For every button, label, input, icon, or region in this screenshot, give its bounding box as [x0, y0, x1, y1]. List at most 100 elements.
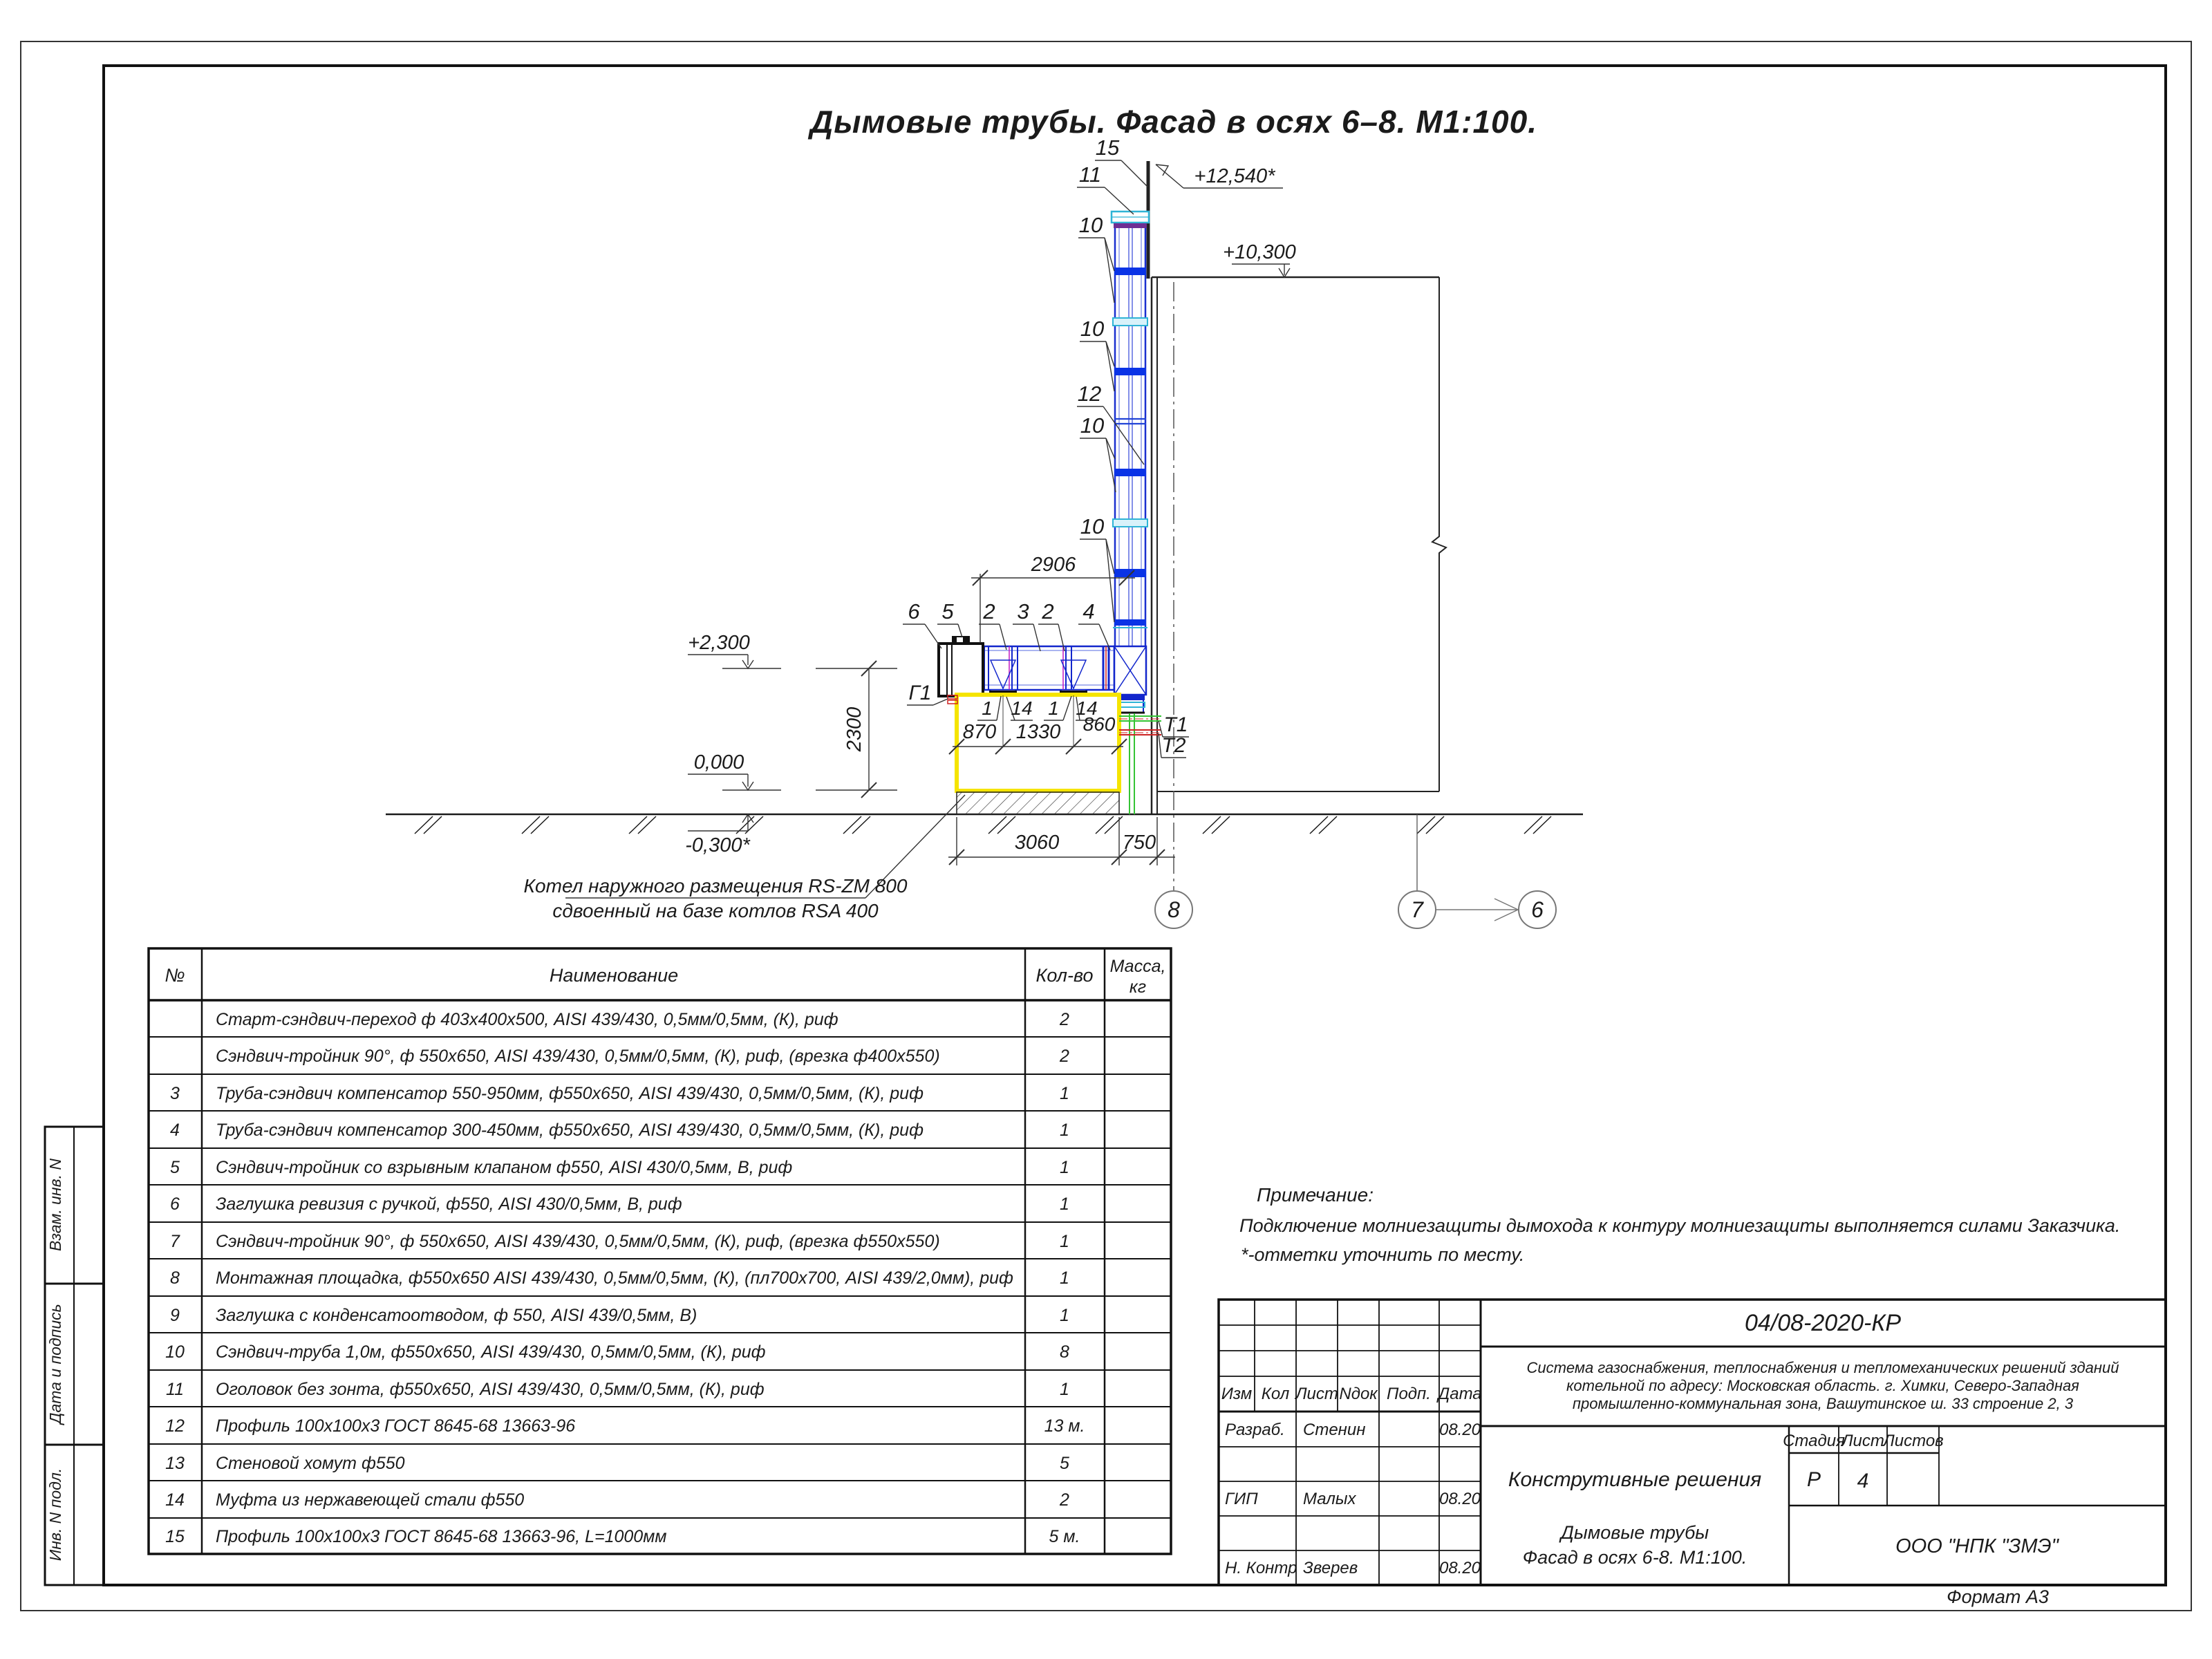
callout-10-1: 10 — [1079, 213, 1103, 237]
svg-text:Сэндвич-труба 1,0м, ф550х650,: Сэндвич-труба 1,0м, ф550х650, AISI 439/4… — [216, 1342, 766, 1362]
table-row: 13 Стеновой хомут ф550 5 — [165, 1454, 1069, 1473]
stage-value: Р — [1807, 1468, 1821, 1491]
table-row: 11 Оголовок без зонта, ф550х650, AISI 439… — [166, 1380, 1069, 1399]
company-name: ООО "НПК "ЗМЭ" — [1895, 1535, 2060, 1557]
table-row: 12 Профиль 100х100х3 ГОСТ 8645-68 13663-9… — [165, 1416, 1085, 1436]
col-num: № — [165, 965, 185, 986]
dim-1330: 1330 — [1016, 721, 1061, 743]
svg-text:1: 1 — [1060, 1306, 1069, 1325]
svg-text:2: 2 — [1059, 1047, 1069, 1066]
spec-table-header: № Наименование Кол-во Масса, кг — [165, 957, 1165, 997]
role-razrab: Разраб. — [1225, 1421, 1285, 1439]
svg-text:5: 5 — [1060, 1454, 1069, 1473]
stage-label: Стадия — [1783, 1432, 1845, 1450]
name-stenin: Стенин — [1303, 1421, 1365, 1439]
elev-ground: -0,300* — [685, 834, 751, 856]
project-line3: промышленно-коммунальная зона, Вашутинск… — [1573, 1395, 2074, 1412]
chimney-pipe — [1110, 210, 1150, 646]
svg-text:Профиль 100х100х3 ГОСТ 8645-68: Профиль 100х100х3 ГОСТ 8645-68 13663-96 — [216, 1416, 575, 1436]
dim-860: 860 — [1083, 713, 1116, 735]
callout-1a: 1 — [982, 697, 993, 719]
boiler-caption-line2: сдвоенный на базе котлов RSA 400 — [552, 900, 879, 921]
col-list: Лист — [1294, 1385, 1338, 1403]
table-row: 4 Труба-сэндвич компенсатор 300-450мм, ф5… — [170, 1121, 1069, 1140]
dim-3060: 3060 — [1015, 832, 1060, 854]
doc-number: 04/08-2020-КР — [1745, 1310, 1901, 1336]
svg-text:1: 1 — [1060, 1232, 1069, 1251]
doc-title-line1: Дымовые трубы — [1559, 1522, 1709, 1543]
role-nkontr: Н. Контр — [1225, 1559, 1297, 1577]
svg-text:13: 13 — [165, 1454, 185, 1473]
revision-cap — [937, 642, 984, 697]
svg-text:Профиль 100х100х3 ГОСТ 8645-68: Профиль 100х100х3 ГОСТ 8645-68 13663-96,… — [216, 1527, 666, 1546]
callout-10-3: 10 — [1080, 413, 1104, 438]
svg-text:6: 6 — [170, 1194, 180, 1214]
pipe-purple-band — [1114, 223, 1147, 228]
axis-label-8: 8 — [1168, 897, 1180, 922]
svg-text:3: 3 — [170, 1084, 180, 1103]
side-strip-label-inv: Инв. N подл. — [46, 1468, 64, 1561]
svg-text:14: 14 — [165, 1490, 185, 1510]
elev-top: +12,540* — [1194, 165, 1277, 187]
svg-text:1: 1 — [1060, 1158, 1069, 1177]
doc-title-line2: Фасад в осях 6-8. М1:100. — [1523, 1547, 1747, 1568]
date-3: 08.20 — [1439, 1559, 1481, 1577]
svg-text:4: 4 — [170, 1121, 180, 1140]
foundation — [956, 791, 1120, 815]
svg-text:Заглушка ревизия с ручкой, ф5: Заглушка ревизия с ручкой, ф550, AISI 43… — [216, 1194, 682, 1214]
callout-12: 12 — [1078, 382, 1101, 406]
sheets-label: Листов — [1882, 1432, 1943, 1450]
dim-2300: 2300 — [843, 707, 865, 753]
callout-15: 15 — [1096, 135, 1120, 160]
svg-text:Сэндвич-тройник со взрывным кл: Сэндвич-тройник со взрывным клапаном ф55… — [216, 1158, 792, 1177]
note-block: Примечание: Подключение молниезащиты дым… — [1239, 1184, 2120, 1265]
svg-text:Муфта из нержавеющей стали ф55: Муфта из нержавеющей стали ф550 — [216, 1490, 524, 1510]
page-title: Дымовые трубы. Фасад в осях 6–8. М1:100. — [807, 104, 1537, 140]
table-row: 5 Сэндвич-тройник со взрывным клапаном ф5… — [170, 1158, 1069, 1177]
side-strip-label-vzam: Взам. инв. N — [46, 1159, 64, 1251]
heat-pipes — [1119, 713, 1161, 814]
table-row: 9 Заглушка с конденсатоотводом, ф 550, AI… — [170, 1306, 1069, 1325]
side-strip-label-data: Дата и подпись — [46, 1304, 64, 1425]
col-izm: Изм — [1221, 1385, 1253, 1403]
elev-duct: +2,300 — [688, 632, 750, 654]
date-2: 08.20 — [1439, 1490, 1481, 1508]
boiler — [947, 693, 1121, 815]
svg-text:8: 8 — [1060, 1342, 1069, 1362]
svg-text:2: 2 — [1059, 1010, 1069, 1029]
axis-bubble-8 — [1154, 890, 1193, 929]
svg-text:8: 8 — [170, 1268, 180, 1288]
label-g1: Г1 — [908, 682, 931, 704]
callouts — [565, 160, 1189, 899]
section-title: Конструтивные решения — [1508, 1468, 1761, 1491]
svg-text:Труба-сэндвич компенсатор 300-: Труба-сэндвич компенсатор 300-450мм, ф55… — [216, 1121, 924, 1140]
table-row: 8 Монтажная площадка, ф550х650 AISI 439/4… — [170, 1268, 1069, 1288]
dimensions — [688, 164, 1291, 865]
elev-roof: +10,300 — [1223, 241, 1296, 263]
axes: 8 7 6 — [1154, 282, 1557, 929]
svg-text:Монтажная площадка, ф550х650 A: Монтажная площадка, ф550х650 AISI 439/43… — [216, 1268, 1013, 1288]
callout-14a: 14 — [1011, 697, 1032, 719]
project-line1: Система газоснабжения, теплоснабжения и … — [1526, 1359, 2119, 1376]
side-strip: Взам. инв. N Дата и подпись Инв. N подл. — [44, 1125, 105, 1586]
axis-label-7: 7 — [1411, 897, 1424, 922]
col-ndok: Nдок — [1339, 1385, 1378, 1403]
dimension-labels: 2906 870 1330 860 3060 750 2300 +12,540*… — [685, 165, 1296, 856]
dim-750: 750 — [1123, 832, 1156, 854]
table-row: 7 Сэндвич-тройник 90°, ф 550х650, AISI 43… — [170, 1232, 1069, 1251]
name-zverev: Зверев — [1303, 1559, 1358, 1577]
table-row: 14 Муфта из нержавеющей стали ф550 2 — [165, 1490, 1069, 1510]
sheet-value: 4 — [1857, 1470, 1869, 1492]
table-row: 15 Профиль 100х100х3 ГОСТ 8645-68 13663-9… — [165, 1527, 1080, 1546]
callout-11: 11 — [1079, 162, 1101, 187]
svg-text:5 м.: 5 м. — [1049, 1527, 1080, 1546]
svg-text:15: 15 — [165, 1527, 185, 1546]
col-name: Наименование — [550, 965, 678, 986]
axis-label-6: 6 — [1531, 897, 1544, 922]
svg-text:10: 10 — [165, 1342, 185, 1362]
format-label: Формат А3 — [1947, 1586, 2049, 1607]
sheet-label: Лист — [1840, 1432, 1884, 1450]
svg-text:1: 1 — [1060, 1084, 1069, 1103]
callout-2b: 2 — [1041, 599, 1053, 624]
